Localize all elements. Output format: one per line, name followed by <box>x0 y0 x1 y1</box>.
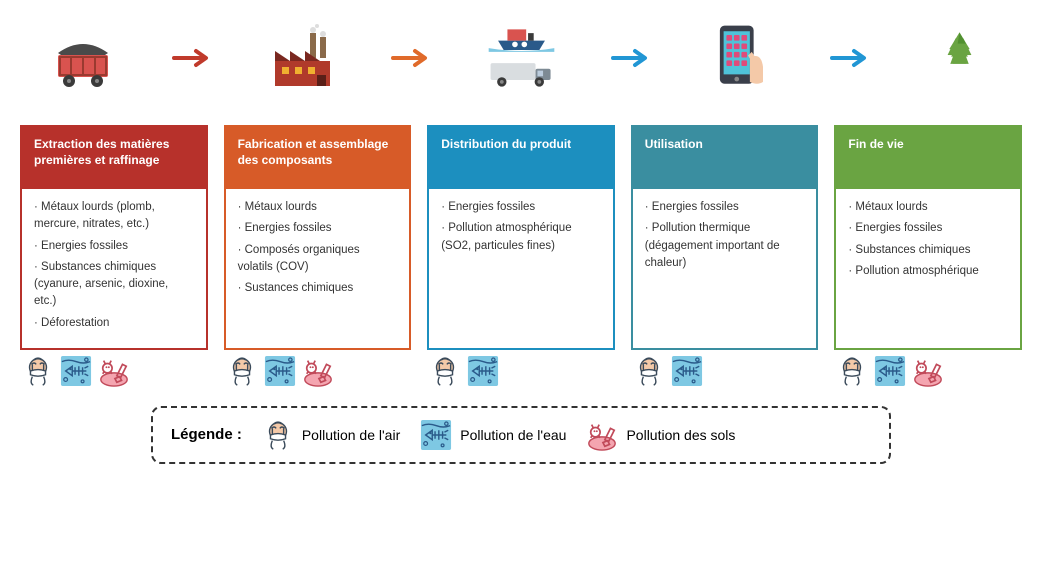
stage-card-fin: Fin de vie · Métaux lourds · Energies foss… <box>834 125 1022 350</box>
stage-cards-row: Extraction des matières premières et raf… <box>20 125 1022 388</box>
soil-pollution-icon <box>912 354 944 388</box>
cart-icon <box>40 20 125 95</box>
water-pollution-icon <box>671 354 703 388</box>
water-pollution-icon <box>60 354 92 388</box>
card-body: · Métaux lourds · Energies fossiles · Subs… <box>836 189 1020 348</box>
air-pollution-icon <box>836 354 868 388</box>
card-item: · Pollution atmosphérique (SO2, particul… <box>441 220 601 255</box>
air-pollution-icon <box>429 354 461 388</box>
card-item: · Energies fossiles <box>848 220 1008 237</box>
legend-text: Pollution de l'eau <box>460 427 566 443</box>
water-pollution-icon <box>264 354 296 388</box>
legend-item-water: Pollution de l'eau <box>420 418 566 452</box>
transport-icon <box>479 20 564 95</box>
card-item: · Déforestation <box>34 315 194 332</box>
card-header: Distribution du produit <box>429 127 613 189</box>
card-body: · Energies fossiles · Pollution atmosphér… <box>429 189 613 348</box>
factory-icon <box>259 20 344 95</box>
card-body: · Energies fossiles · Pollution thermique… <box>633 189 817 348</box>
pollution-icons <box>20 350 208 388</box>
stage-card-fabrication: Fabrication et assemblage des composants… <box>224 125 412 350</box>
air-pollution-icon <box>262 418 294 452</box>
card-header: Fabrication et assemblage des composants <box>226 127 410 189</box>
recycle-icon <box>917 20 1002 95</box>
pollution-icons <box>224 350 412 388</box>
water-pollution-icon <box>874 354 906 388</box>
legend-item-soil: Pollution des sols <box>586 418 735 452</box>
legend-text: Pollution de l'air <box>302 427 400 443</box>
card-item: · Métaux lourds <box>848 199 1008 216</box>
pollution-icons <box>834 350 1022 388</box>
card-body: · Métaux lourds (plomb, mercure, nitrate… <box>22 189 206 348</box>
card-item: · Métaux lourds (plomb, mercure, nitrate… <box>34 199 194 234</box>
water-pollution-icon <box>467 354 499 388</box>
stage-card-distribution: Distribution du produit· Energies fossil… <box>427 125 615 350</box>
card-item: · Energies fossiles <box>238 220 398 237</box>
card-item: · Métaux lourds <box>238 199 398 216</box>
lifecycle-icon-row <box>20 20 1022 95</box>
pollution-icons <box>631 350 819 388</box>
arrow-icon <box>611 48 651 68</box>
soil-pollution-icon <box>302 354 334 388</box>
arrow-icon <box>391 48 431 68</box>
air-pollution-icon <box>633 354 665 388</box>
card-item: · Pollution atmosphérique <box>848 263 1008 280</box>
card-body: · Métaux lourds · Energies fossiles · Comp… <box>226 189 410 348</box>
card-item: · Composés organiques volatils (COV) <box>238 242 398 277</box>
air-pollution-icon <box>22 354 54 388</box>
soil-pollution-icon <box>586 418 618 452</box>
card-header: Fin de vie <box>836 127 1020 189</box>
phone-icon <box>698 20 783 95</box>
air-pollution-icon <box>226 354 258 388</box>
card-item: · Pollution thermique (dégagement import… <box>645 220 805 272</box>
card-item: · Substances chimiques (cyanure, arsenic… <box>34 259 194 311</box>
soil-pollution-icon <box>98 354 130 388</box>
legend-box: Légende : Pollution de l'air Pollution d… <box>151 406 891 464</box>
card-item: · Energies fossiles <box>441 199 601 216</box>
water-pollution-icon <box>420 418 452 452</box>
legend-label: Légende : <box>171 426 242 443</box>
stage-card-extraction: Extraction des matières premières et raf… <box>20 125 208 350</box>
card-item: · Energies fossiles <box>645 199 805 216</box>
card-header: Utilisation <box>633 127 817 189</box>
card-item: · Substances chimiques <box>848 242 1008 259</box>
arrow-icon <box>830 48 870 68</box>
stage-card-utilisation: Utilisation · Energies fossiles · Pollutio… <box>631 125 819 350</box>
pollution-icons <box>427 350 615 388</box>
card-item: · Sustances chimiques <box>238 280 398 297</box>
card-header: Extraction des matières premières et raf… <box>22 127 206 189</box>
legend-text: Pollution des sols <box>626 427 735 443</box>
card-item: · Energies fossiles <box>34 238 194 255</box>
legend-item-air: Pollution de l'air <box>262 418 400 452</box>
arrow-icon <box>172 48 212 68</box>
